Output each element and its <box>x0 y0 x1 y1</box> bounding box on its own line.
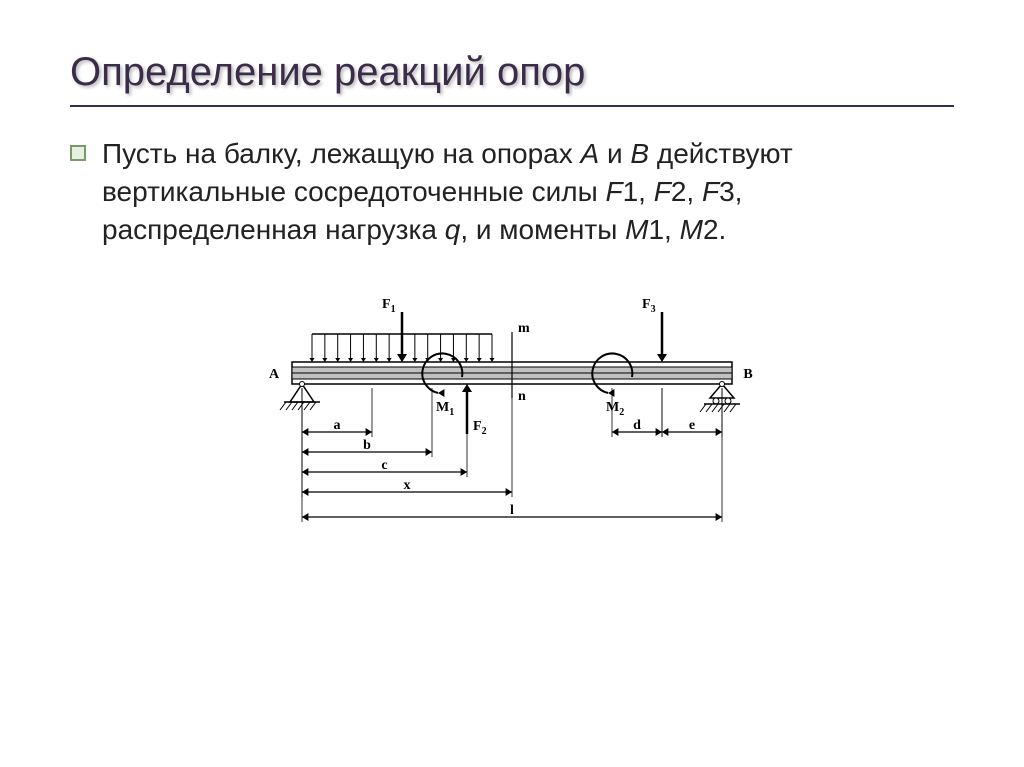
svg-text:a: a <box>334 418 341 433</box>
beam-diagram: A B F1 F2 F3 M1 M2 m n a bc x l d e <box>232 282 792 562</box>
svg-text:c: c <box>381 458 387 473</box>
svg-text:n: n <box>518 389 526 404</box>
svg-text:m: m <box>518 321 530 336</box>
svg-text:A: A <box>269 367 280 382</box>
svg-text:l: l <box>510 503 514 518</box>
svg-text:x: x <box>404 478 411 493</box>
svg-text:e: e <box>689 418 695 433</box>
slide: Определение реакций опор Пусть на балку,… <box>0 0 1024 767</box>
bullet-icon <box>70 145 86 161</box>
body-text: Пусть на балку, лежащую на опорах A и B … <box>102 135 954 248</box>
svg-text:M1: M1 <box>436 400 454 418</box>
diagram-container: A B F1 F2 F3 M1 M2 m n a bc x l d e <box>70 272 954 567</box>
svg-text:d: d <box>633 418 641 433</box>
svg-text:F1: F1 <box>382 297 396 315</box>
title-rule <box>70 105 954 107</box>
svg-text:b: b <box>363 438 371 453</box>
svg-text:F2: F2 <box>473 419 487 437</box>
body-bullet: Пусть на балку, лежащую на опорах A и B … <box>70 135 954 248</box>
svg-text:M2: M2 <box>606 400 624 418</box>
svg-text:F3: F3 <box>642 297 656 315</box>
slide-title: Определение реакций опор <box>70 50 954 95</box>
svg-text:B: B <box>743 367 752 382</box>
